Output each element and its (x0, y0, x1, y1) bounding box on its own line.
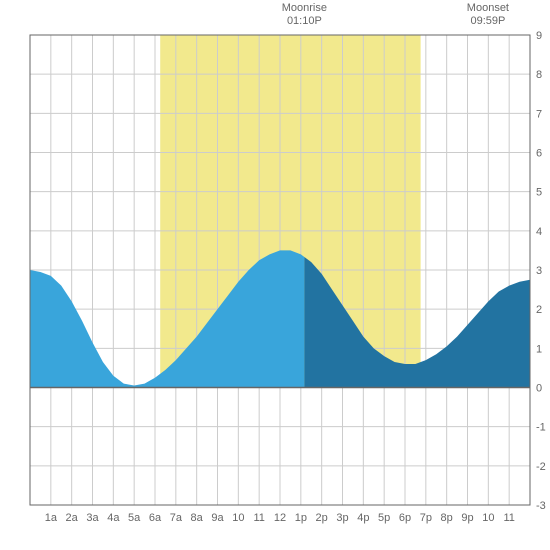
y-tick-label: 7 (536, 108, 542, 120)
y-tick-label: -3 (536, 500, 546, 512)
x-tick-label: 5a (128, 512, 141, 524)
x-tick-label: 1p (295, 512, 307, 524)
y-tick-label: -1 (536, 422, 546, 434)
x-tick-label: 4p (357, 512, 369, 524)
x-tick-label: 4a (107, 512, 120, 524)
x-tick-label: 1a (45, 512, 58, 524)
y-tick-label: 4 (536, 226, 542, 238)
x-tick-label: 5p (378, 512, 390, 524)
x-tick-label: 10 (482, 512, 494, 524)
x-tick-label: 10 (232, 512, 244, 524)
annotation-moonset: Moonset09:59P (458, 2, 518, 28)
x-tick-label: 11 (503, 512, 514, 524)
y-tick-label: 3 (536, 265, 542, 277)
x-tick-label: 6a (149, 512, 162, 524)
x-tick-label: 7p (420, 512, 432, 524)
x-tick-label: 2p (316, 512, 328, 524)
annotation-time: 09:59P (458, 15, 518, 28)
y-tick-label: 8 (536, 69, 542, 81)
annotation-label: Moonset (458, 2, 518, 15)
x-tick-label: 8p (441, 512, 453, 524)
annotation-time: 01:10P (274, 15, 334, 28)
y-tick-label: 0 (536, 383, 542, 395)
x-tick-label: 3a (86, 512, 99, 524)
y-tick-label: 2 (536, 304, 542, 316)
chart-svg: -3-2-101234567891a2a3a4a5a6a7a8a9a101112… (0, 0, 550, 550)
y-tick-label: 5 (536, 187, 542, 199)
y-tick-label: 6 (536, 148, 542, 160)
x-tick-label: 3p (336, 512, 348, 524)
x-tick-label: 8a (191, 512, 204, 524)
tide-chart: Moonrise01:10PMoonset09:59P -3-2-1012345… (0, 0, 550, 550)
x-tick-label: 6p (399, 512, 411, 524)
x-tick-label: 9a (211, 512, 224, 524)
y-tick-label: 9 (536, 30, 542, 42)
annotation-label: Moonrise (274, 2, 334, 15)
x-tick-label: 2a (66, 512, 79, 524)
annotation-moonrise: Moonrise01:10P (274, 2, 334, 28)
y-tick-label: -2 (536, 461, 546, 473)
x-tick-label: 12 (274, 512, 286, 524)
y-tick-label: 1 (536, 343, 542, 355)
x-tick-label: 9p (461, 512, 473, 524)
x-tick-label: 11 (253, 512, 264, 524)
x-tick-label: 7a (170, 512, 183, 524)
